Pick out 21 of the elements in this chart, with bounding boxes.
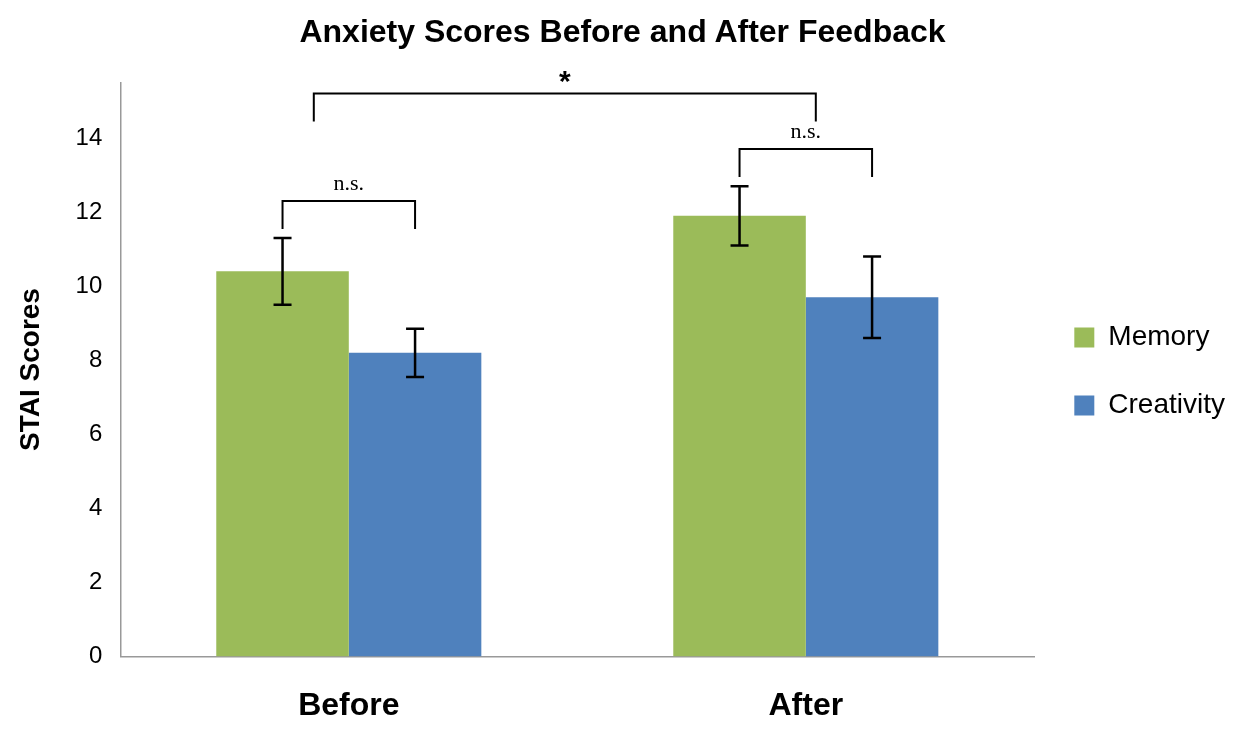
y-tick-label: 10 [75, 270, 103, 298]
annotation: n.s. [333, 169, 365, 195]
y-tick-label: 12 [75, 196, 103, 224]
bar [673, 215, 806, 657]
y-tick-label: 0 [88, 641, 103, 669]
legend-label: Creativity [1108, 388, 1226, 420]
x-tick-label: After [768, 685, 844, 722]
chart-title: Anxiety Scores Before and After Feedback [299, 13, 946, 50]
y-tick-label: 14 [75, 122, 103, 150]
bar [216, 271, 349, 657]
y-tick-label: 6 [88, 418, 103, 446]
bar [805, 297, 939, 657]
x-tick-label: Before [298, 685, 400, 722]
annotation: * [558, 63, 571, 97]
y-axis-title: STAI Scores [13, 288, 45, 451]
y-tick-label: 8 [88, 344, 103, 372]
y-tick-label: 2 [88, 567, 103, 595]
legend-label: Memory [1108, 320, 1210, 352]
annotation: n.s. [790, 117, 822, 143]
bar [348, 352, 482, 657]
y-tick-label: 4 [88, 493, 103, 521]
